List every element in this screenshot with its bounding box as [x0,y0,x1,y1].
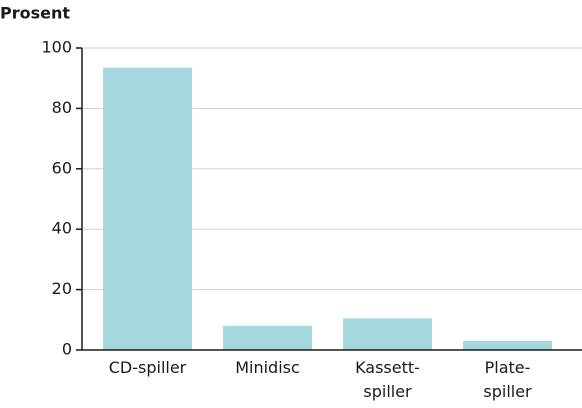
x-tick-label: Kassett- spiller [355,358,420,401]
x-tick-label: Minidisc [235,358,300,377]
y-tick-label: 80 [52,98,72,117]
x-tick-label: Plate- spiller [483,358,532,401]
bar [343,318,432,350]
bar [103,67,192,350]
y-tick-label: 100 [41,38,72,57]
x-tick-label: CD-spiller [108,358,187,377]
bar [223,325,312,350]
y-tick-label: 60 [52,158,72,177]
y-tick-label: 40 [52,219,72,238]
y-tick-label: 0 [62,340,72,359]
y-axis-label: Prosent [0,4,70,23]
bar [463,340,552,350]
y-tick-label: 20 [52,279,72,298]
